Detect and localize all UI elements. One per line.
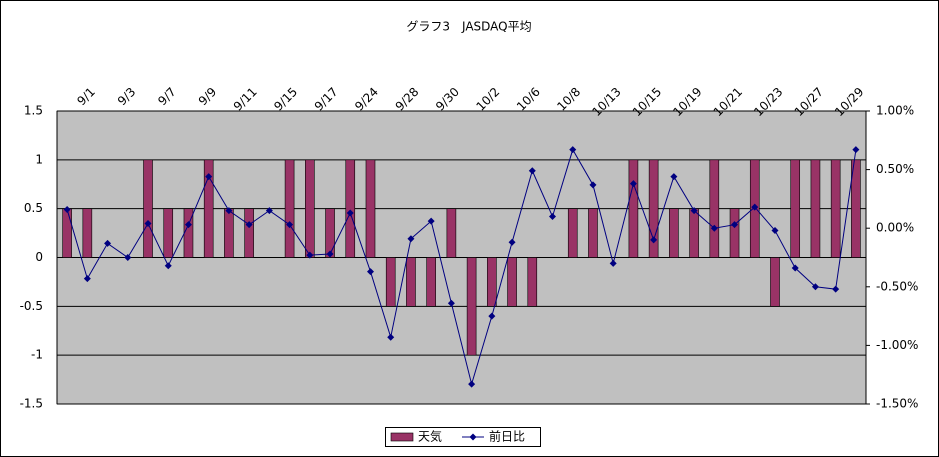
bar [567,208,578,258]
marker [528,167,536,175]
bar [426,257,436,307]
marker [245,221,253,229]
y2-tick-label: -0.50% [876,279,918,293]
bar [284,159,295,258]
marker [225,207,233,215]
marker [427,217,435,225]
marker [346,209,354,217]
marker [164,262,172,270]
bar [851,159,861,258]
marker [286,221,294,229]
bar [406,257,416,307]
marker [690,207,698,215]
marker [670,173,678,181]
marker [63,205,71,213]
bar [62,208,72,258]
bar [224,208,234,258]
bar [345,159,356,258]
y2-tick-label: 0.50% [876,162,914,176]
line [66,148,857,386]
bar [588,208,598,258]
y2-tick-label: -1.50% [876,397,918,411]
y2-tick-label: 1.00% [876,104,914,118]
marker [387,333,395,341]
y-tick-label: 1.5 [24,104,43,118]
bar [365,159,376,258]
marker [852,146,860,154]
marker [549,212,557,220]
bar [385,257,396,307]
marker [731,221,739,229]
bar [810,159,821,258]
marker [83,275,91,283]
bar [446,208,457,258]
marker [710,224,718,232]
y2-tick-label: 0.00% [876,221,914,235]
y-tick-label: -0.5 [20,299,43,313]
marker [811,283,819,291]
marker [650,236,658,244]
bar [628,159,639,258]
y-tick-label: 0.5 [24,201,43,215]
bar [203,159,214,258]
bar [507,257,517,307]
bar [790,159,801,258]
legend-label: 前日比 [489,429,525,444]
y-tick-label: 1 [35,152,43,166]
marker [447,299,455,307]
marker [488,312,496,320]
marker [265,207,273,215]
bar [487,257,497,307]
marker [609,259,617,267]
y-tick-label: 0 [35,250,43,264]
legend-marker [469,433,477,441]
bar [143,159,153,258]
marker [104,239,112,247]
y2-tick-label: -1.00% [876,338,918,352]
marker [205,173,213,181]
marker [791,264,799,272]
marker [629,180,637,188]
marker [508,238,516,246]
bar [163,208,174,258]
bar [729,208,740,258]
marker [751,203,759,211]
marker [771,227,779,235]
bar [669,208,679,258]
y-tick-label: -1.5 [20,397,43,411]
bar [709,159,720,258]
bar [648,159,659,258]
marker [589,181,597,189]
bar [244,208,254,258]
marker [326,250,334,258]
bar [466,257,477,356]
marker [407,235,415,243]
marker [306,251,314,259]
marker [184,221,192,229]
bar [770,257,780,307]
bar [689,208,699,258]
marker [366,268,374,276]
marker [569,146,577,154]
marker [144,220,152,228]
marker [468,380,476,388]
marker [124,254,132,261]
bar [305,159,315,258]
marker [832,285,840,293]
legend-swatch [390,432,414,442]
y-tick-label: -1 [31,348,43,362]
bar [82,208,93,258]
legend-label: 天気 [418,429,442,444]
bar [830,159,841,258]
bar [527,257,538,307]
chart-title: グラフ3 JASDAQ平均 [406,20,531,34]
bar [325,208,335,258]
